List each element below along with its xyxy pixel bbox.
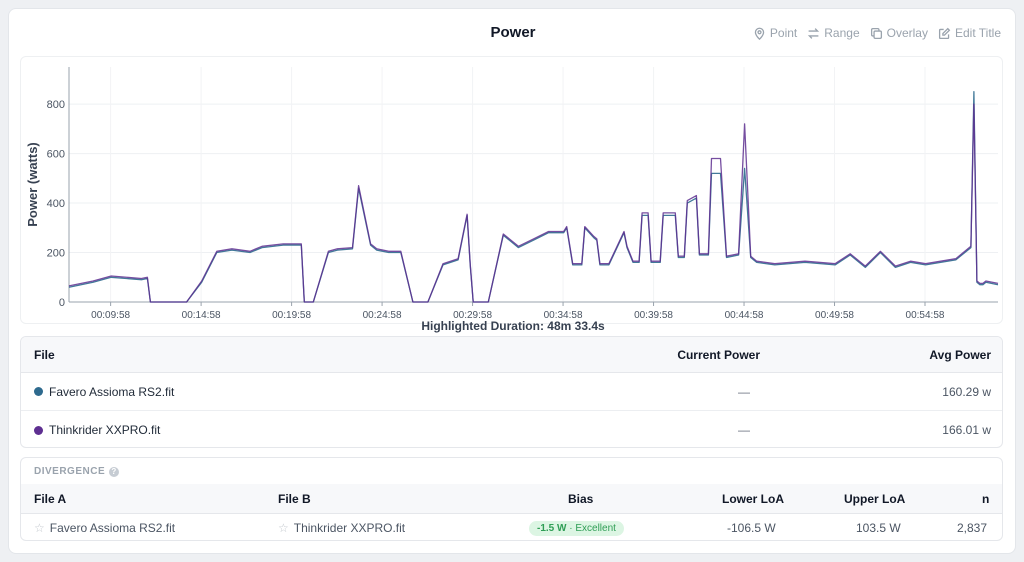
bias-cell: -1.5 W · Excellent <box>529 514 624 540</box>
edit-title-button[interactable]: Edit Title <box>938 26 1001 40</box>
series-color-dot <box>34 387 43 396</box>
x-tick-label: 00:24:58 <box>363 310 402 321</box>
lower-loa-column-header: Lower LoA <box>722 491 784 506</box>
x-tick-label: 00:19:58 <box>272 310 311 321</box>
x-tick-label: 00:39:58 <box>634 310 673 321</box>
avg-power-value: 166.01 w <box>942 423 991 437</box>
point-button[interactable]: Point <box>753 26 797 40</box>
x-tick-label: 00:29:58 <box>453 310 492 321</box>
y-tick-label: 0 <box>59 297 65 309</box>
overlay-label: Overlay <box>886 26 928 40</box>
file-column-header: File <box>34 347 55 362</box>
file-a-cell: ☆ Favero Assioma RS2.fit <box>34 514 176 540</box>
bias-badge: -1.5 W · Excellent <box>529 520 624 536</box>
y-tick-label: 200 <box>47 248 65 260</box>
divergence-label: DIVERGENCE <box>34 466 106 477</box>
edit-title-label: Edit Title <box>954 26 1001 40</box>
avg-power-column-header: Avg Power <box>929 347 991 362</box>
power-card: Power Point Range Overlay Edit Title 0 20… <box>8 8 1016 554</box>
point-label: Point <box>769 26 798 40</box>
current-power-value: — <box>738 423 750 437</box>
range-button[interactable]: Range <box>807 26 860 40</box>
bias-quality: · Excellent <box>566 522 616 534</box>
divergence-panel: DIVERGENCE ? File A File B Bias Lower Lo… <box>20 457 1003 541</box>
current-power-column-header: Current Power <box>677 347 760 362</box>
current-power-value: — <box>738 384 750 399</box>
y-tick-label: 600 <box>47 149 65 161</box>
star-icon[interactable]: ☆ <box>34 521 45 535</box>
files-table-header: File Current Power Avg Power <box>21 337 1002 373</box>
x-tick-label: 00:54:58 <box>906 310 945 321</box>
edit-icon <box>938 27 951 39</box>
chart-area[interactable]: 0 200 400 600 800 00:09:58 00:14:58 00:19:58 00:… <box>20 56 1003 324</box>
x-tick-label: 00:34:58 <box>544 310 583 321</box>
highlighted-duration: Highlighted Duration: 48m 33.4s <box>421 319 605 333</box>
series-line-thinkrider <box>68 103 999 303</box>
x-tick-label: 00:14:58 <box>182 310 221 321</box>
lower-loa-value: -106.5 W <box>727 521 776 535</box>
arrows-horizontal-icon <box>808 27 820 39</box>
file-a-name: Favero Assioma RS2.fit <box>49 521 176 535</box>
range-label: Range <box>824 26 860 40</box>
file-name: Thinkrider XXPRO.fit <box>49 423 161 437</box>
bias-column-header: Bias <box>568 491 594 506</box>
file-cell: Favero Assioma RS2.fit <box>34 385 174 399</box>
files-table: File Current Power Avg Power Favero Assi… <box>20 336 1003 448</box>
upper-loa-column-header: Upper LoA <box>844 491 906 506</box>
y-axis-label: Power (watts) <box>25 142 40 227</box>
divergence-title: DIVERGENCE ? <box>34 466 120 477</box>
x-tick-label: 00:44:58 <box>725 310 764 321</box>
bias-value: -1.5 W <box>537 522 567 534</box>
y-tick-label: 800 <box>47 99 65 111</box>
divergence-header: File A File B Bias Lower LoA Upper LoA n <box>21 484 1002 514</box>
file-cell: Thinkrider XXPRO.fit <box>34 423 160 437</box>
avg-power-value: 160.29 w <box>942 384 991 399</box>
chart-toolbar: Point Range Overlay Edit Title <box>753 26 1001 40</box>
series-line-favero <box>68 91 999 303</box>
power-chart[interactable]: 0 200 400 600 800 00:09:58 00:14:58 00:19:58 00:… <box>21 57 1004 325</box>
table-row[interactable]: Favero Assioma RS2.fit — 160.29 w <box>21 373 1002 411</box>
x-tick-label: 00:09:58 <box>91 310 130 321</box>
file-b-name: Thinkrider XXPRO.fit <box>293 521 406 535</box>
file-b-cell: ☆ Thinkrider XXPRO.fit <box>278 514 406 540</box>
divergence-row[interactable]: ☆ Favero Assioma RS2.fit ☆ Thinkrider XX… <box>21 514 1002 540</box>
info-icon[interactable]: ? <box>109 466 120 477</box>
table-row[interactable]: Thinkrider XXPRO.fit — 166.01 w <box>21 411 1002 447</box>
star-icon[interactable]: ☆ <box>278 521 289 535</box>
file-a-column-header: File A <box>34 491 67 506</box>
series-color-dot <box>34 425 43 435</box>
overlay-button[interactable]: Overlay <box>870 26 928 40</box>
n-column-header: n <box>982 491 990 506</box>
file-b-column-header: File B <box>278 491 311 506</box>
file-name: Favero Assioma RS2.fit <box>49 384 175 399</box>
copy-icon <box>870 27 882 39</box>
upper-loa-value: 103.5 W <box>856 521 901 535</box>
x-tick-label: 00:49:58 <box>815 310 854 321</box>
y-tick-label: 400 <box>47 198 65 210</box>
n-value: 2,837 <box>957 521 988 535</box>
chart-title: Power <box>490 24 536 41</box>
map-pin-icon <box>754 27 765 40</box>
